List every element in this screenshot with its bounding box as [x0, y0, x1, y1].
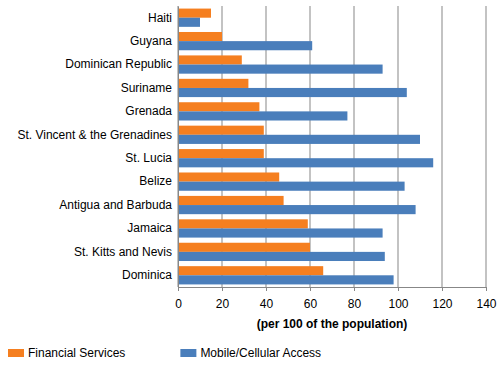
- bar: [178, 55, 242, 64]
- x-tick-label: 40: [260, 297, 274, 311]
- y-tick-label: Guyana: [130, 34, 172, 48]
- grid: [178, 6, 486, 287]
- bar: [178, 275, 394, 284]
- x-axis-line: [179, 287, 487, 288]
- legend-item: Financial Services: [8, 346, 125, 360]
- x-tick-label: 60: [304, 297, 318, 311]
- x-tick-mark: [310, 287, 311, 291]
- bar: [178, 135, 420, 144]
- x-axis-title: (per 100 of the population): [257, 317, 408, 331]
- legend: Financial Services Mobile/Cellular Access: [8, 346, 321, 360]
- x-tick: 80: [348, 287, 362, 311]
- x-tick-mark: [486, 287, 487, 291]
- legend-label: Mobile/Cellular Access: [200, 346, 321, 360]
- y-tick: Suriname: [121, 81, 173, 95]
- y-tick: Guyana: [130, 34, 172, 48]
- y-tick-label: Dominica: [122, 268, 172, 282]
- y-tick-label: St. Vincent & the Grenadines: [17, 128, 172, 142]
- plot: 0 20 40 60 80 100 120 140 Haiti Guyana Dominican R…: [17, 6, 496, 311]
- bar: [178, 252, 385, 261]
- y-tick: St. Kitts and Nevis: [74, 245, 172, 259]
- x-tick-label: 100: [388, 297, 408, 311]
- x-tick-mark: [354, 287, 355, 291]
- bar: [178, 41, 312, 50]
- y-tick-label: Suriname: [121, 81, 173, 95]
- x-tick: 60: [304, 287, 318, 311]
- bar: [178, 111, 347, 120]
- y-tick: Belize: [139, 174, 172, 188]
- legend-label: Financial Services: [28, 346, 125, 360]
- y-tick-label: Jamaica: [127, 221, 172, 235]
- y-tick: Grenada: [125, 104, 172, 118]
- y-tick: St. Lucia: [125, 151, 172, 165]
- x-tick: 20: [216, 287, 230, 311]
- legend-swatch: [180, 349, 196, 357]
- y-tick-label: Antigua and Barbuda: [59, 198, 172, 212]
- x-tick-label: 0: [175, 297, 182, 311]
- x-tick-mark: [178, 287, 179, 291]
- x-tick-label: 80: [348, 297, 362, 311]
- bar: [178, 149, 264, 158]
- bar: [178, 172, 279, 181]
- bar: [178, 79, 248, 88]
- y-tick: Antigua and Barbuda: [59, 198, 172, 212]
- x-tick-mark: [398, 287, 399, 291]
- grid-line: [178, 6, 179, 287]
- y-tick: St. Vincent & the Grenadines: [17, 128, 172, 142]
- bar: [178, 158, 433, 167]
- bar: [178, 102, 259, 111]
- y-tick-label: Dominican Republic: [65, 57, 172, 71]
- y-tick: Dominica: [122, 268, 172, 282]
- y-tick-label: St. Lucia: [125, 151, 172, 165]
- bar: [178, 18, 200, 27]
- y-tick-label: Grenada: [125, 104, 172, 118]
- bar: [178, 9, 211, 18]
- bar: [178, 32, 222, 41]
- y-axis-line: [178, 7, 179, 288]
- bars: [178, 9, 433, 285]
- x-tick: 140: [476, 287, 496, 311]
- x-axis: 0 20 40 60 80 100 120 140: [175, 287, 497, 311]
- y-tick-label: Haiti: [148, 11, 172, 25]
- chart: 0 20 40 60 80 100 120 140 Haiti Guyana Dominican R…: [0, 0, 500, 365]
- y-tick-label: Belize: [139, 174, 172, 188]
- legend-item: Mobile/Cellular Access: [180, 346, 321, 360]
- y-tick-label: St. Kitts and Nevis: [74, 245, 172, 259]
- x-tick-mark: [222, 287, 223, 291]
- grid-line: [486, 6, 487, 287]
- y-axis: Haiti Guyana Dominican Republic Suriname Gre…: [17, 7, 178, 288]
- y-tick: Haiti: [148, 11, 172, 25]
- x-tick-label: 140: [476, 297, 496, 311]
- x-tick: 40: [260, 287, 274, 311]
- bar: [178, 182, 405, 191]
- legend-swatch: [8, 349, 24, 357]
- bar: [178, 205, 416, 214]
- bar: [178, 219, 308, 228]
- bar: [178, 228, 383, 237]
- bar: [178, 88, 407, 97]
- x-tick: 100: [388, 287, 408, 311]
- grid-line: [398, 6, 399, 287]
- series: [178, 18, 433, 285]
- x-tick-label: 120: [432, 297, 452, 311]
- x-tick-label: 20: [216, 297, 230, 311]
- grid-line: [442, 6, 443, 287]
- x-tick-mark: [442, 287, 443, 291]
- y-tick: Dominican Republic: [65, 57, 172, 71]
- y-tick: Jamaica: [127, 221, 172, 235]
- bar: [178, 196, 284, 205]
- x-tick-mark: [266, 287, 267, 291]
- bar: [178, 126, 264, 135]
- grid-line: [354, 6, 355, 287]
- bar: [178, 243, 310, 252]
- bar: [178, 266, 323, 275]
- x-tick: 0: [175, 287, 182, 311]
- x-tick: 120: [432, 287, 452, 311]
- bar: [178, 65, 383, 74]
